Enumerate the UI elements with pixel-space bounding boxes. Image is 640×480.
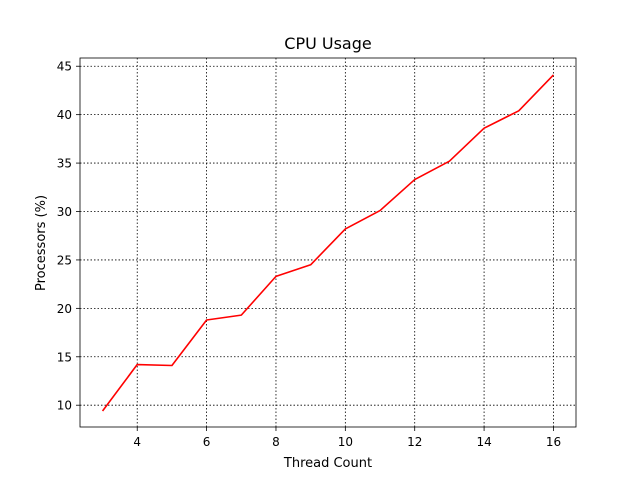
y-tick-label: 10 [57, 399, 72, 413]
x-tick-label: 6 [203, 435, 211, 449]
ticks: 4 6 8 10 12 14 16 10 15 20 25 30 35 40 45 [57, 60, 561, 449]
x-tick-label: 10 [338, 435, 353, 449]
y-tick-label: 45 [57, 60, 72, 74]
cpu-usage-line [101, 74, 555, 412]
x-tick-label: 14 [476, 435, 491, 449]
x-tick-label: 8 [272, 435, 280, 449]
y-tick-label: 15 [57, 350, 72, 364]
x-axis-label: Thread Count [283, 456, 372, 471]
y-tick-label: 25 [57, 253, 72, 267]
y-tick-label: 40 [57, 108, 72, 122]
grid [80, 58, 576, 427]
y-axis-label: Processors (%) [34, 195, 49, 291]
plot-frame [79, 57, 577, 428]
x-tick-label: 16 [546, 435, 561, 449]
y-tick-label: 35 [57, 157, 72, 171]
y-tick-label: 30 [57, 205, 72, 219]
y-tick-label: 20 [57, 302, 72, 316]
x-tick-label: 4 [133, 435, 141, 449]
chart-title: CPU Usage [284, 34, 371, 53]
series-layer [101, 74, 555, 412]
x-tick-label: 12 [407, 435, 422, 449]
